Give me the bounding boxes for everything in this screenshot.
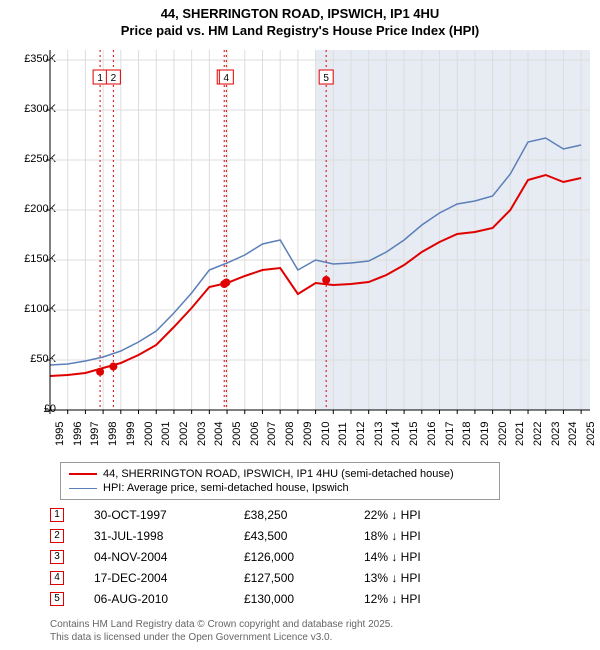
sale-delta: 13% ↓ HPI (364, 571, 494, 585)
x-tick-label: 2009 (302, 422, 314, 446)
x-tick-label: 1996 (72, 422, 84, 446)
x-tick-label: 2013 (373, 422, 385, 446)
x-tick-label: 2000 (143, 422, 155, 446)
table-row: 2 31-JUL-1998£43,50018% ↓ HPI (50, 525, 570, 546)
x-tick-label: 2022 (532, 422, 544, 446)
sale-marker-badge: 2 (50, 529, 64, 543)
legend-label: 44, SHERRINGTON ROAD, IPSWICH, IP1 4HU (… (103, 468, 454, 480)
sale-delta: 12% ↓ HPI (364, 592, 494, 606)
sale-delta: 22% ↓ HPI (364, 508, 494, 522)
chart-container: 44, SHERRINGTON ROAD, IPSWICH, IP1 4HU P… (0, 0, 600, 650)
legend: 44, SHERRINGTON ROAD, IPSWICH, IP1 4HU (… (60, 462, 500, 500)
legend-label: HPI: Average price, semi-detached house,… (103, 482, 349, 494)
x-tick-label: 2014 (390, 422, 402, 446)
svg-text:4: 4 (224, 73, 230, 84)
x-tick-label: 2012 (355, 422, 367, 446)
chart-subtitle: Price paid vs. HM Land Registry's House … (0, 23, 600, 38)
sale-price: £127,500 (244, 571, 364, 585)
sale-price: £38,250 (244, 508, 364, 522)
x-tick-label: 2002 (178, 422, 190, 446)
footer-line: Contains HM Land Registry data © Crown c… (50, 619, 393, 632)
legend-item: 44, SHERRINGTON ROAD, IPSWICH, IP1 4HU (… (69, 467, 491, 481)
x-tick-label: 1995 (54, 422, 66, 446)
chart-svg: 12345 (50, 50, 590, 410)
y-tick-label: £0 (8, 403, 56, 415)
svg-text:2: 2 (111, 73, 117, 84)
y-tick-label: £300K (8, 103, 56, 115)
legend-swatch (69, 473, 97, 475)
x-tick-label: 2003 (196, 422, 208, 446)
x-tick-label: 2008 (284, 422, 296, 446)
sale-price: £130,000 (244, 592, 364, 606)
footer-line: This data is licensed under the Open Gov… (50, 632, 393, 645)
x-tick-label: 2025 (585, 422, 597, 446)
plot-area: 12345 (50, 50, 590, 410)
y-tick-label: £350K (8, 53, 56, 65)
y-tick-label: £100K (8, 303, 56, 315)
x-tick-label: 2020 (497, 422, 509, 446)
sale-date: 31-JUL-1998 (94, 529, 244, 543)
chart-title: 44, SHERRINGTON ROAD, IPSWICH, IP1 4HU (0, 0, 600, 21)
table-row: 3 04-NOV-2004£126,00014% ↓ HPI (50, 546, 570, 567)
sale-date: 04-NOV-2004 (94, 550, 244, 564)
x-tick-label: 1999 (125, 422, 137, 446)
sale-price: £126,000 (244, 550, 364, 564)
x-tick-label: 2007 (266, 422, 278, 446)
x-tick-label: 2024 (567, 422, 579, 446)
x-tick-label: 2016 (426, 422, 438, 446)
x-tick-label: 1997 (89, 422, 101, 446)
sale-marker-badge: 1 (50, 508, 64, 522)
x-tick-label: 2001 (160, 422, 172, 446)
sale-date: 17-DEC-2004 (94, 571, 244, 585)
x-tick-label: 2021 (514, 422, 526, 446)
sale-date: 30-OCT-1997 (94, 508, 244, 522)
svg-text:1: 1 (97, 73, 103, 84)
sale-marker-badge: 4 (50, 571, 64, 585)
x-tick-label: 2006 (249, 422, 261, 446)
footer-attribution: Contains HM Land Registry data © Crown c… (50, 619, 393, 644)
x-axis-labels: 1995 1996 1997 1998 1999 2000 2001 2002 2003 2004… (50, 412, 590, 462)
x-tick-label: 2015 (408, 422, 420, 446)
x-tick-label: 2005 (231, 422, 243, 446)
sales-table: 1 30-OCT-1997£38,25022% ↓ HPI 2 31-JUL-1998… (50, 504, 570, 609)
x-tick-label: 1998 (107, 422, 119, 446)
sale-date: 06-AUG-2010 (94, 592, 244, 606)
x-tick-label: 2019 (479, 422, 491, 446)
sale-price: £43,500 (244, 529, 364, 543)
legend-swatch (69, 488, 97, 489)
svg-text:5: 5 (323, 73, 329, 84)
table-row: 1 30-OCT-1997£38,25022% ↓ HPI (50, 504, 570, 525)
x-tick-label: 2017 (444, 422, 456, 446)
y-tick-label: £150K (8, 253, 56, 265)
sale-marker-badge: 3 (50, 550, 64, 564)
sale-delta: 14% ↓ HPI (364, 550, 494, 564)
table-row: 5 06-AUG-2010£130,00012% ↓ HPI (50, 588, 570, 609)
sale-marker-badge: 5 (50, 592, 64, 606)
x-tick-label: 2018 (461, 422, 473, 446)
table-row: 4 17-DEC-2004£127,50013% ↓ HPI (50, 567, 570, 588)
legend-item: HPI: Average price, semi-detached house,… (69, 481, 491, 495)
x-tick-label: 2011 (337, 422, 349, 446)
y-tick-label: £200K (8, 203, 56, 215)
x-tick-label: 2010 (320, 422, 332, 446)
sale-delta: 18% ↓ HPI (364, 529, 494, 543)
x-tick-label: 2023 (550, 422, 562, 446)
y-tick-label: £50K (8, 353, 56, 365)
x-tick-label: 2004 (213, 422, 225, 446)
y-tick-label: £250K (8, 153, 56, 165)
